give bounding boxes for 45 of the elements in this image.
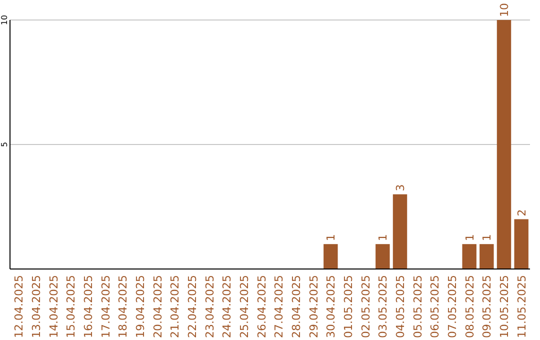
bar xyxy=(480,244,494,269)
x-tick-label: 26.04.2025 xyxy=(255,275,268,338)
x-tick-label: 03.05.2025 xyxy=(376,275,390,338)
x-tick-label: 06.05.2025 xyxy=(428,275,442,338)
x-tick-label: 02.05.2025 xyxy=(359,275,372,338)
x-tick-label: 25.04.2025 xyxy=(238,275,251,338)
x-tick-label: 17.04.2025 xyxy=(99,275,112,338)
x-tick-label: 28.04.2025 xyxy=(290,275,303,338)
x-tick-label: 12.04.2025 xyxy=(12,275,26,338)
x-tick-label: 30.04.2025 xyxy=(324,275,338,338)
x-tick-label: 04.05.2025 xyxy=(394,275,407,338)
x-tick-label: 20.04.2025 xyxy=(151,275,164,338)
x-tick-label: 22.04.2025 xyxy=(186,275,199,338)
bar xyxy=(376,244,390,269)
y-tick-label: 5 xyxy=(0,142,9,148)
x-tick-label: 24.04.2025 xyxy=(220,275,234,338)
x-tick-label: 15.04.2025 xyxy=(64,275,78,338)
data-label: 2 xyxy=(515,209,528,216)
x-tick-label: 11.05.2025 xyxy=(515,275,528,338)
data-label: 10 xyxy=(498,3,511,17)
x-tick-label: 09.05.2025 xyxy=(480,275,494,338)
x-tick-label: 19.04.2025 xyxy=(134,275,147,338)
data-label: 1 xyxy=(324,234,338,242)
data-label: 1 xyxy=(480,234,494,242)
x-tick-label: 23.04.2025 xyxy=(203,275,216,338)
bar xyxy=(462,244,476,269)
x-tick-label: 16.04.2025 xyxy=(82,275,95,338)
bar xyxy=(496,20,512,269)
data-label: 3 xyxy=(394,184,407,192)
x-tick-label: 05.05.2025 xyxy=(411,275,424,338)
x-tick-label: 29.04.2025 xyxy=(307,275,320,338)
x-tick-label: 18.04.2025 xyxy=(116,275,130,338)
x-tick-label: 14.04.2025 xyxy=(47,275,60,338)
x-tick-label: 27.04.2025 xyxy=(272,275,286,338)
bar xyxy=(324,244,338,269)
x-tick-label: 10.05.2025 xyxy=(498,275,511,338)
x-tick-label: 01.05.2025 xyxy=(342,275,355,338)
data-label: 1 xyxy=(463,234,476,242)
bar xyxy=(392,194,408,269)
x-tick-label: 08.05.2025 xyxy=(463,275,476,338)
data-label: 1 xyxy=(376,234,390,242)
x-tick-label: 13.04.2025 xyxy=(30,275,43,338)
bar xyxy=(514,219,528,269)
x-tick-label: 07.05.2025 xyxy=(446,275,459,338)
x-tick-label: 21.04.2025 xyxy=(168,275,182,338)
